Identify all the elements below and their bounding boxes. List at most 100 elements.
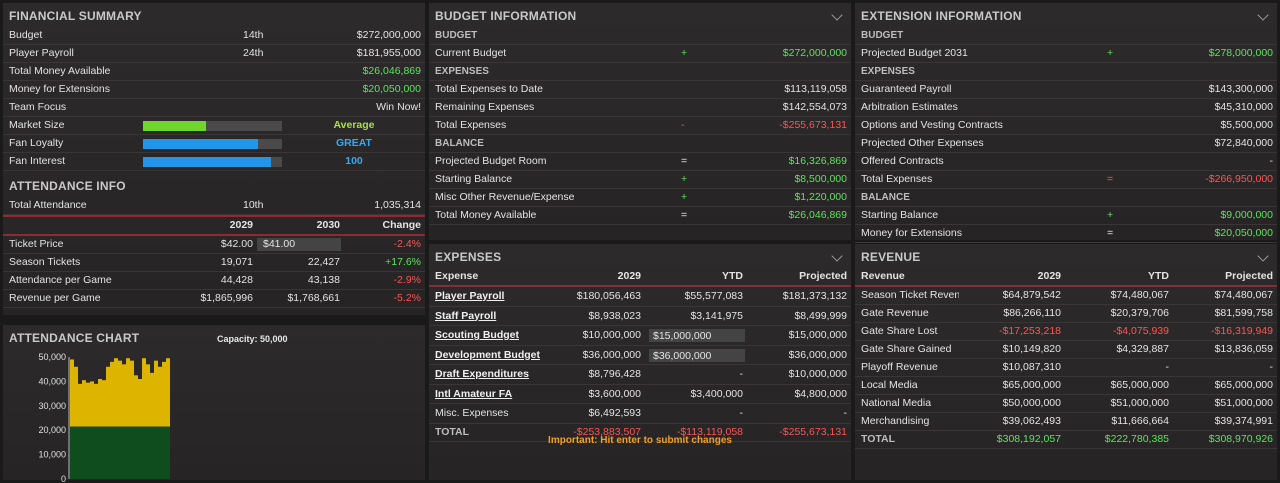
revenue-row: Playoff Revenue $10,087,310 - - bbox=[855, 359, 1277, 377]
column-header: YTD bbox=[722, 270, 743, 282]
expense-total-row: TOTAL -$253,883,507 -$113,119,058 -$255,673… bbox=[429, 424, 851, 442]
info-row: Total Expenses = -$266,950,000 bbox=[855, 171, 1277, 189]
collapse-chevron-icon[interactable] bbox=[831, 9, 843, 21]
info-row: Projected Budget 2031 + $278,000,000 bbox=[855, 45, 1277, 63]
expense-budget-input[interactable]: $36,000,000 bbox=[649, 348, 745, 362]
attendance-bar bbox=[94, 383, 98, 427]
level-bar bbox=[143, 139, 282, 149]
extension-information-title: EXTENSION INFORMATION bbox=[855, 3, 1277, 27]
revenue-2029: $86,266,110 bbox=[1003, 307, 1061, 319]
info-operator: + bbox=[681, 191, 688, 203]
expense-budget-value: $36,000,000 bbox=[653, 349, 712, 362]
column-header: 2029 bbox=[229, 219, 253, 231]
revenue-2029: $39,062,493 bbox=[1002, 415, 1061, 427]
y-tick-label: 50,000 bbox=[38, 352, 66, 362]
summary-bar-label: Market Size bbox=[9, 119, 65, 131]
revenue-rows: Revenue 2029 YTD Projected Season Ticket Rev… bbox=[855, 268, 1277, 449]
revenue-projected: -$16,319,949 bbox=[1211, 325, 1273, 337]
summary-value: $181,955,000 bbox=[356, 47, 421, 59]
extension-information-label: EXTENSION INFORMATION bbox=[861, 9, 1022, 23]
attendance-bar bbox=[82, 380, 86, 427]
expense-projected: $15,000,000 bbox=[788, 329, 847, 341]
info-operator: + bbox=[681, 47, 688, 59]
attendance-bar bbox=[146, 364, 150, 427]
summary-row: Total Money Available $26,046,869 bbox=[3, 63, 425, 81]
expense-2029: $180,056,463 bbox=[576, 290, 641, 302]
attendance-row: Revenue per Game $1,865,996 $1,768,661 -5.2… bbox=[3, 290, 425, 308]
summary-bar-row: Fan Loyalty GREAT bbox=[3, 135, 425, 153]
info-operator: = bbox=[681, 209, 688, 221]
info-row: Starting Balance + $8,500,000 bbox=[429, 171, 851, 189]
expenses-title: EXPENSES bbox=[429, 244, 851, 268]
attendance-2030: 22,427 bbox=[307, 256, 340, 268]
info-operator: + bbox=[1107, 47, 1114, 59]
expense-name[interactable]: Development Budget bbox=[435, 348, 541, 361]
attendance-bar bbox=[70, 359, 74, 427]
info-operator: + bbox=[1107, 209, 1114, 221]
collapse-chevron-icon[interactable] bbox=[1257, 250, 1269, 262]
revenue-projected: $39,374,991 bbox=[1214, 415, 1273, 427]
info-label: Current Budget bbox=[435, 47, 507, 59]
info-row: Offered Contracts - bbox=[855, 153, 1277, 171]
revenue-ytd: $74,480,067 bbox=[1110, 289, 1169, 301]
summary-label: Budget bbox=[9, 29, 43, 41]
expense-name[interactable]: Intl Amateur FA bbox=[435, 387, 513, 400]
ticket-price-input[interactable]: $41.00 bbox=[257, 238, 341, 251]
collapse-chevron-icon[interactable] bbox=[831, 250, 843, 262]
info-value: $16,326,869 bbox=[788, 155, 847, 167]
summary-bar-label: Fan Interest bbox=[9, 155, 66, 167]
expense-name[interactable]: Scouting Budget bbox=[435, 329, 519, 341]
attendance-bar bbox=[74, 366, 78, 427]
revenue-row: National Media $50,000,000 $51,000,000 $51,… bbox=[855, 395, 1277, 413]
section-header: EXPENSES bbox=[855, 63, 1277, 81]
revenue-total-ytd: $222,780,385 bbox=[1104, 433, 1169, 445]
extension-information-panel: EXTENSION INFORMATION BUDGET Projected Bu… bbox=[855, 3, 1277, 243]
column-header: 2029 bbox=[617, 270, 641, 282]
expense-projected: $36,000,000 bbox=[788, 348, 847, 361]
info-label: Remaining Expenses bbox=[435, 101, 535, 113]
summary-rank: 14th bbox=[243, 29, 264, 41]
summary-bar-row: Market Size Average bbox=[3, 117, 425, 135]
collapse-chevron-icon[interactable] bbox=[1257, 9, 1269, 21]
revenue-name: Gate Share Lost bbox=[861, 325, 938, 337]
expense-name[interactable]: Staff Payroll bbox=[435, 309, 497, 322]
attendance-info-title: ATTENDANCE INFO bbox=[9, 179, 126, 193]
summary-bar-label: Fan Loyalty bbox=[9, 137, 64, 149]
attendance-2029: $1,865,996 bbox=[200, 292, 253, 304]
expense-name[interactable]: Player Payroll bbox=[435, 290, 505, 302]
info-operator: + bbox=[681, 173, 688, 185]
summary-value: Win Now! bbox=[376, 101, 421, 113]
summary-value: $26,046,869 bbox=[362, 65, 421, 77]
expense-budget-input[interactable]: $15,000,000 bbox=[649, 329, 745, 342]
expense-name[interactable]: Draft Expenditures bbox=[435, 368, 529, 380]
attendance-bar bbox=[166, 358, 170, 427]
attendance-total-rank: 10th bbox=[243, 199, 264, 211]
attendance-2030: $1,768,661 bbox=[287, 292, 340, 304]
expense-2029: $3,600,000 bbox=[588, 387, 641, 400]
revenue-projected: - bbox=[1269, 361, 1274, 373]
revenue-ytd: $65,000,000 bbox=[1110, 379, 1169, 391]
expenses-rows: Expense 2029 YTD Projected Player Payroll $18… bbox=[429, 268, 851, 442]
attendance-total-label: Total Attendance bbox=[9, 199, 87, 211]
y-tick-label: 10,000 bbox=[38, 450, 66, 460]
attendance-bar bbox=[102, 380, 106, 427]
info-label: Arbitration Estimates bbox=[861, 101, 958, 113]
info-value: $26,046,869 bbox=[788, 209, 847, 221]
revenue-projected: $81,599,758 bbox=[1214, 307, 1273, 319]
attendance-label: Attendance per Game bbox=[9, 274, 112, 286]
attendance-bar bbox=[162, 361, 166, 427]
info-row: Current Budget + $272,000,000 bbox=[429, 45, 851, 63]
attendance-bar bbox=[106, 366, 110, 427]
expense-total-projected: -$255,673,131 bbox=[779, 425, 847, 438]
attendance-bar bbox=[78, 383, 82, 427]
info-value: $20,050,000 bbox=[1214, 227, 1273, 239]
attendance-bar bbox=[130, 360, 134, 427]
attendance-change: +17.6% bbox=[385, 256, 421, 268]
summary-value: $272,000,000 bbox=[356, 29, 421, 41]
revenue-ytd: $20,379,706 bbox=[1110, 307, 1169, 319]
attendance-info-rows: Total Attendance 10th 1,035,314 2029 2030 Cha… bbox=[3, 197, 425, 308]
info-label: Total Expenses to Date bbox=[435, 83, 543, 95]
info-operator: = bbox=[1107, 173, 1114, 185]
info-row: Money for Extensions = $20,050,000 bbox=[855, 225, 1277, 243]
attendance-bar bbox=[138, 378, 142, 427]
